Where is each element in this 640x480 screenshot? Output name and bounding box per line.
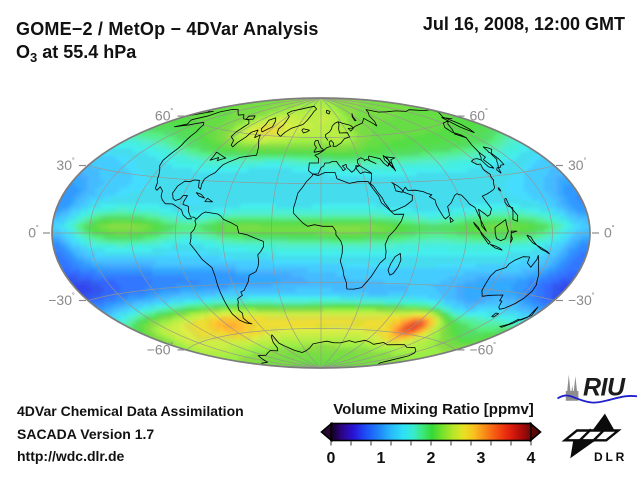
svg-text:60˚: 60˚ [470, 108, 489, 124]
svg-text:0˚: 0˚ [28, 225, 39, 241]
svg-text:3: 3 [477, 450, 486, 467]
svg-text:−60˚: −60˚ [147, 341, 174, 357]
svg-text:0˚: 0˚ [604, 225, 615, 241]
svg-text:30˚: 30˚ [56, 157, 75, 173]
svg-text:1: 1 [377, 450, 386, 467]
svg-text:30˚: 30˚ [568, 157, 587, 173]
svg-text:2: 2 [427, 450, 436, 467]
svg-text:DLR: DLR [594, 450, 627, 464]
svg-text:−30˚: −30˚ [568, 292, 595, 308]
svg-text:0: 0 [327, 450, 336, 467]
svg-text:−30˚: −30˚ [48, 292, 75, 308]
svg-text:60˚: 60˚ [155, 108, 174, 124]
svg-text:4: 4 [527, 450, 536, 467]
svg-text:−60˚: −60˚ [470, 341, 497, 357]
